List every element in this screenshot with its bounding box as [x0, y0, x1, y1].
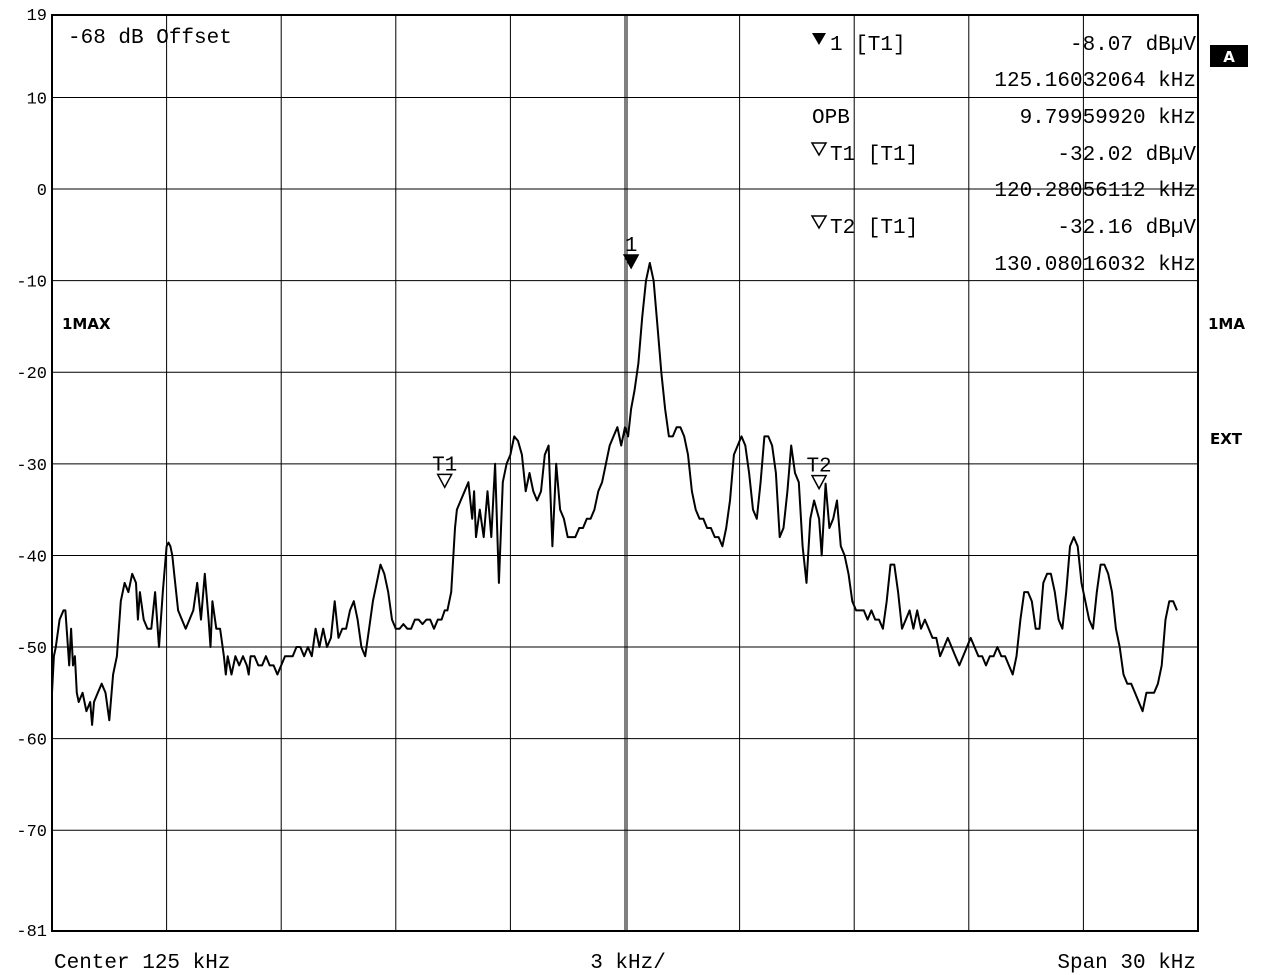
y-tick-label: 19 [27, 7, 47, 26]
marker-t1-frequency: 120.28056112 kHz [994, 180, 1196, 203]
marker-t1-level: -32.02 dBµV [1057, 144, 1196, 167]
y-tick-label: -10 [16, 274, 47, 293]
marker-1-readout-icon [812, 33, 826, 45]
marker-group: 1 T1 T2 [432, 235, 832, 491]
graticule [51, 14, 1199, 932]
marker-t1-readout-icon [810, 142, 828, 157]
screen-a-badge [1210, 45, 1248, 67]
y-tick-label: -20 [16, 365, 47, 384]
offset-label: -68 dB Offset [68, 27, 232, 50]
marker-1-label: 1 [T1] [830, 34, 906, 57]
y-tick-label: -30 [16, 457, 47, 476]
y-tick-label: -40 [16, 548, 47, 567]
marker-t2-level: -32.16 dBµV [1057, 217, 1196, 240]
spectrum-trace [51, 262, 1178, 726]
marker-1-level: -8.07 dBµV [1070, 34, 1196, 57]
screen-a-label: A [1223, 48, 1235, 66]
division-label: 3 kHz/ [590, 952, 666, 975]
span-label: Span 30 kHz [1057, 952, 1196, 975]
marker-t2-label: T2 [806, 456, 831, 479]
marker-t1-label: T1 [432, 454, 457, 477]
obw-value: 9.79959920 kHz [1020, 107, 1196, 130]
trigger-label: EXT [1210, 430, 1243, 448]
marker-t2-label: T2 [T1] [830, 217, 918, 240]
marker-1-symbol [622, 254, 640, 270]
marker-1-label: 1 [625, 235, 638, 258]
y-tick-label: -81 [16, 923, 47, 942]
y-tick-label: -60 [16, 732, 47, 751]
y-tick-label: -70 [16, 823, 47, 842]
right-trace-label: 1MA [1208, 315, 1245, 333]
center-frequency-label: Center 125 kHz [54, 952, 230, 975]
marker-t1-label: T1 [T1] [830, 144, 918, 167]
trace-mode-label: 1MAX [62, 315, 111, 333]
y-tick-label: 10 [27, 90, 47, 109]
y-tick-label: 0 [37, 182, 47, 201]
marker-t2-frequency: 130.08016032 kHz [994, 254, 1196, 277]
y-axis-tick-labels: 19 10 0 -10 -20 -30 -40 -50 -60 -70 -81 [16, 7, 47, 942]
marker-readout-panel: 1 [T1] -8.07 dBµV 125.16032064 kHz OPB 9… [810, 33, 1196, 277]
marker-t2-readout-icon [810, 215, 828, 230]
obw-label: OPB [812, 107, 850, 130]
marker-t2-symbol [810, 474, 828, 491]
y-tick-label: -50 [16, 640, 47, 659]
marker-t1-symbol [436, 473, 453, 489]
marker-1-frequency: 125.16032064 kHz [994, 70, 1196, 93]
